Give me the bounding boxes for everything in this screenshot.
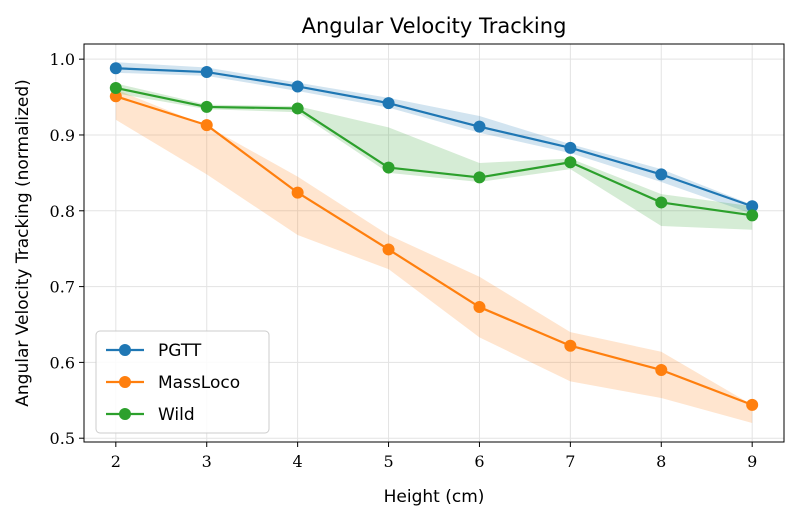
y-tick-label: 0.6 bbox=[50, 353, 75, 372]
legend-wild-label: Wild bbox=[158, 405, 195, 425]
massloco-point bbox=[564, 339, 577, 352]
wild-band bbox=[115, 83, 753, 230]
pgtt-point bbox=[109, 62, 122, 75]
plot-frame bbox=[83, 43, 785, 443]
x-axis-label: Height (cm) bbox=[384, 487, 485, 507]
y-tick-label: 0.7 bbox=[50, 278, 75, 297]
wild-point bbox=[291, 102, 304, 115]
x-tick-label: 5 bbox=[383, 452, 393, 471]
massloco-point bbox=[746, 398, 759, 411]
series-lines bbox=[115, 67, 753, 406]
legend-wild-swatch-marker bbox=[119, 408, 131, 420]
legend-pgtt-label: PGTT bbox=[158, 341, 202, 361]
x-tick-label: 3 bbox=[202, 452, 212, 471]
legend-massloco-swatch-marker bbox=[119, 376, 131, 388]
wild-point bbox=[200, 100, 213, 113]
pgtt-point bbox=[382, 97, 395, 110]
wild-point bbox=[109, 81, 122, 94]
y-axis-label: Angular Velocity Tracking (normalized) bbox=[13, 79, 33, 407]
massloco-point bbox=[291, 186, 304, 199]
wild-point bbox=[655, 196, 668, 209]
y-tick-label: 0.9 bbox=[50, 126, 75, 145]
massloco-point bbox=[382, 243, 395, 256]
grid bbox=[84, 44, 784, 442]
y-tick-label: 1.0 bbox=[50, 50, 75, 69]
pgtt-point bbox=[655, 168, 668, 181]
wild-point bbox=[473, 171, 486, 184]
massloco-point bbox=[200, 119, 213, 132]
wild-point bbox=[746, 209, 759, 222]
x-tick-label: 6 bbox=[474, 452, 484, 471]
chart-title: Angular Velocity Tracking bbox=[302, 14, 567, 38]
pgtt-line bbox=[115, 67, 753, 208]
massloco-point bbox=[109, 90, 122, 103]
axis-ticks: 2 3 4 5 6 7 8 9 0.5 0.6 0.7 0.8 0.9 1.0 bbox=[50, 50, 758, 471]
x-tick-label: 4 bbox=[293, 452, 303, 471]
legend-massloco-label: MassLoco bbox=[158, 373, 240, 393]
pgtt-point bbox=[746, 200, 759, 213]
pgtt-point bbox=[291, 80, 304, 93]
series-points bbox=[109, 62, 759, 411]
massloco-line bbox=[115, 95, 753, 406]
legend-box bbox=[95, 330, 270, 434]
massloco-point bbox=[655, 363, 668, 376]
wild-point bbox=[564, 156, 577, 169]
x-tick-label: 8 bbox=[656, 452, 666, 471]
massloco-point bbox=[473, 301, 486, 314]
legend-pgtt-swatch-marker bbox=[119, 344, 131, 356]
y-tick-label: 0.8 bbox=[50, 202, 75, 221]
pgtt-point bbox=[473, 120, 486, 133]
x-tick-label: 9 bbox=[747, 452, 757, 471]
wild-point bbox=[382, 161, 395, 174]
x-tick-label: 7 bbox=[565, 452, 575, 471]
pgtt-point bbox=[564, 141, 577, 154]
legend: PGTT MassLoco Wild bbox=[95, 330, 270, 434]
confidence-bands bbox=[115, 62, 753, 424]
x-tick-label: 2 bbox=[111, 452, 121, 471]
wild-line bbox=[115, 86, 753, 217]
y-tick-label: 0.5 bbox=[50, 429, 75, 448]
pgtt-point bbox=[200, 66, 213, 79]
massloco-band bbox=[115, 89, 753, 424]
